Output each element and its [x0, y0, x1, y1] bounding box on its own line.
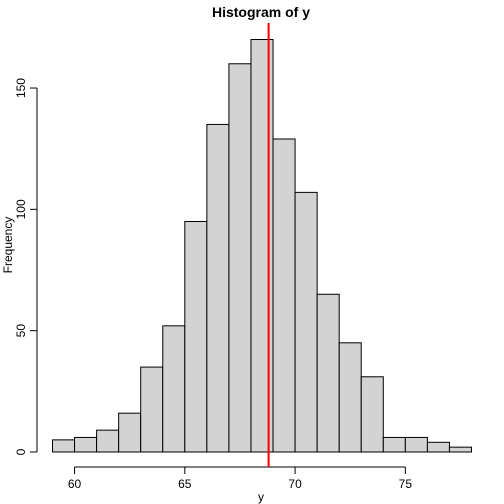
y-tick-label-100: 100 [14, 199, 28, 219]
histogram-bar-10 [272, 138, 296, 453]
histogram-bar-8 [228, 63, 252, 453]
x-axis: 60 65 70 75 [68, 466, 413, 491]
histogram-bar-2 [96, 429, 120, 453]
y-tick-label-0: 0 [14, 448, 28, 455]
histogram-bar-18 [448, 446, 472, 453]
histogram-bar-7 [206, 123, 230, 453]
histogram-bar-4 [140, 366, 164, 453]
x-tick-label-65: 65 [178, 477, 192, 491]
histogram-bar-14 [360, 376, 384, 453]
y-axis: 0 50 100 150 [14, 78, 38, 455]
histogram-bar-12 [316, 293, 340, 453]
histogram-bar-13 [338, 342, 362, 453]
histogram-bars [52, 39, 472, 453]
histogram-bar-1 [74, 436, 98, 453]
histogram-bar-0 [52, 439, 76, 453]
histogram-bar-6 [184, 220, 208, 453]
histogram-bar-17 [426, 441, 450, 453]
histogram-bar-5 [162, 325, 186, 453]
x-tick-label-70: 70 [288, 477, 302, 491]
histogram-bar-16 [404, 436, 428, 453]
chart-title: Histogram of y [212, 4, 310, 20]
y-axis-label: Frequency [1, 217, 15, 274]
x-tick-label-75: 75 [399, 477, 413, 491]
y-tick-label-150: 150 [14, 78, 28, 98]
x-axis-label: y [258, 490, 264, 504]
y-tick-label-50: 50 [14, 324, 28, 338]
histogram-bar-15 [382, 436, 406, 453]
histogram-bar-9 [250, 39, 274, 453]
x-tick-label-60: 60 [68, 477, 82, 491]
histogram-bar-3 [118, 412, 142, 453]
histogram-bar-11 [294, 191, 318, 453]
